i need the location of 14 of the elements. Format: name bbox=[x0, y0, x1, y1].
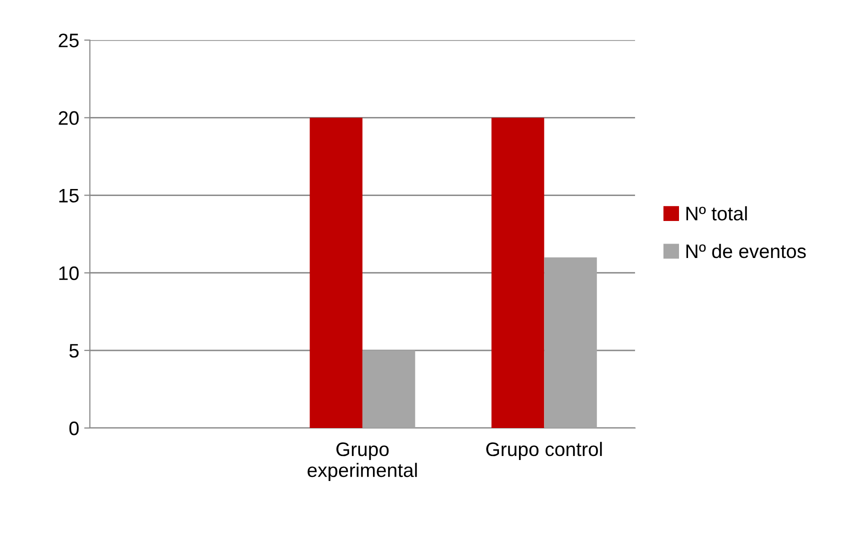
y-tick-label: 5 bbox=[69, 344, 79, 358]
legend-label: Nº total bbox=[686, 206, 747, 220]
bar bbox=[491, 118, 544, 428]
bar bbox=[310, 118, 362, 428]
y-tick-label: 10 bbox=[59, 266, 79, 280]
y-tick-label: 15 bbox=[59, 188, 79, 203]
y-tick-label: 0 bbox=[69, 421, 79, 436]
x-tick-label: Grupo control bbox=[486, 442, 602, 460]
legend-label: Nº de eventos bbox=[686, 244, 806, 258]
x-tick-label: Grupo experimental bbox=[308, 442, 417, 481]
y-tick-label: 20 bbox=[58, 111, 79, 125]
bar bbox=[544, 257, 597, 428]
bar bbox=[362, 350, 416, 428]
y-tick-label: 25 bbox=[58, 34, 79, 48]
